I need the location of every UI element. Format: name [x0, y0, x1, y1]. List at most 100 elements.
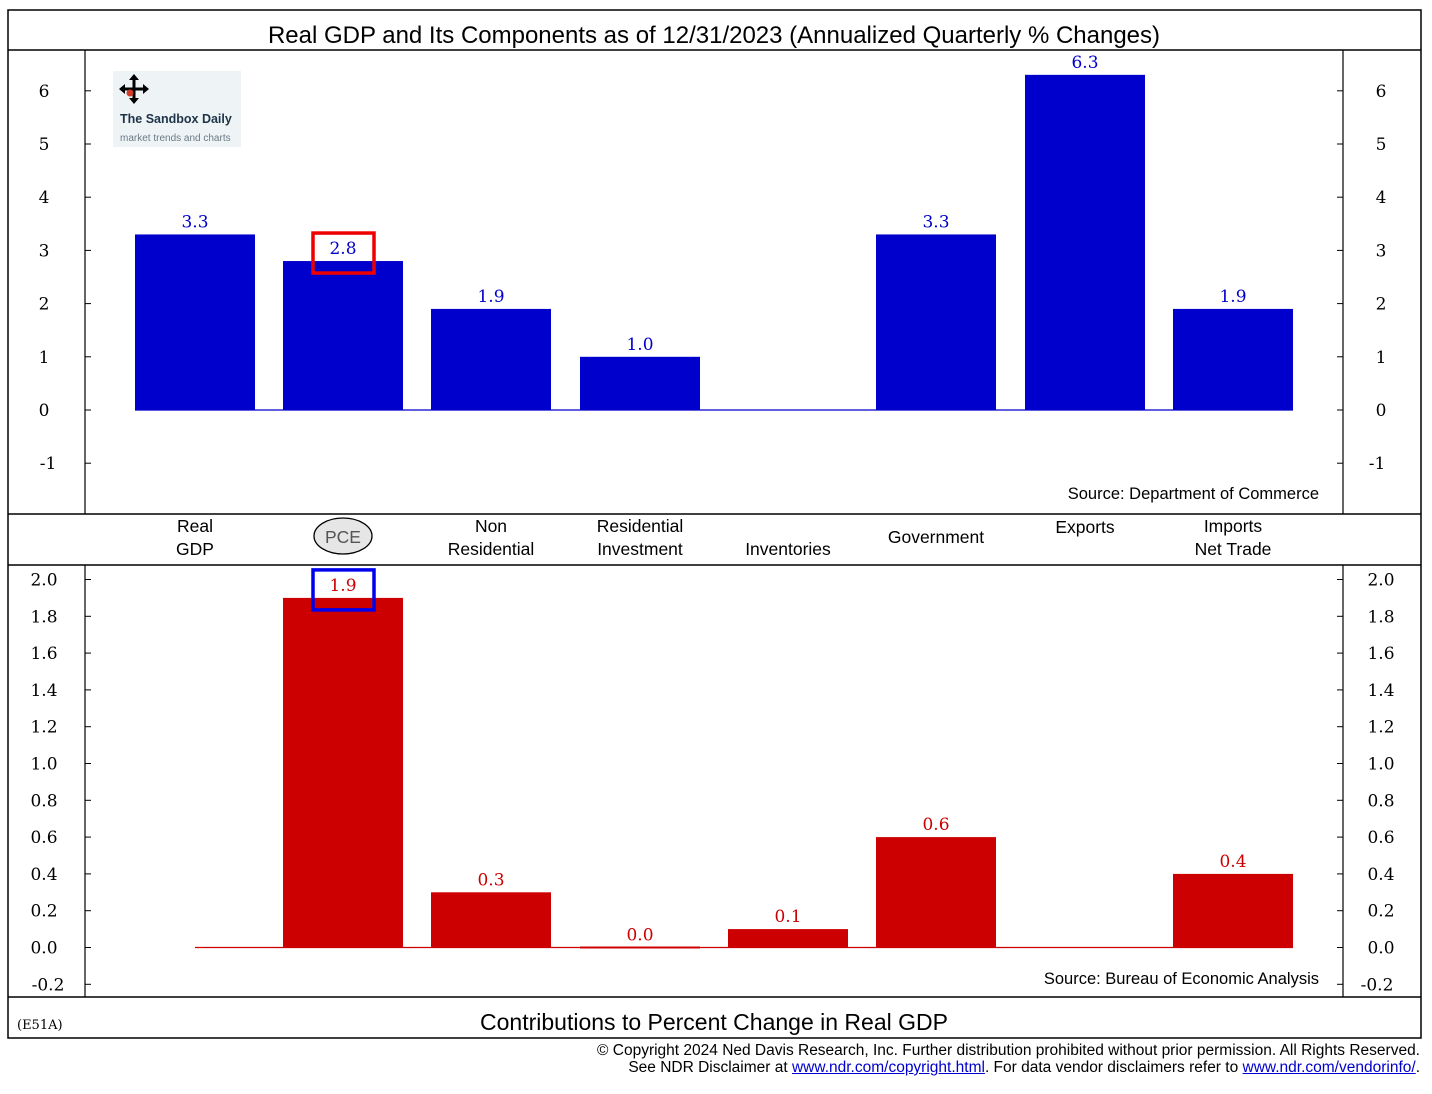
top-bar: [1025, 74, 1145, 410]
copyright-link[interactable]: www.ndr.com/copyright.html: [791, 1059, 985, 1076]
category-label-line2: Residential: [448, 539, 535, 559]
sandbox-daily-logo: The Sandbox Daily market trends and char…: [113, 71, 241, 147]
bottom-left-tick-label: 1.8: [30, 607, 57, 627]
bottom-right-tick-label: 0.4: [1367, 865, 1394, 885]
top-bars: 3.3 2.8 1.9 1.0 3.3 6.3 1.9: [135, 53, 1293, 411]
top-bar: [283, 261, 403, 410]
top-bar: [135, 234, 255, 410]
bottom-bar: [283, 597, 403, 948]
top-bar-value-label: 1.9: [477, 287, 504, 307]
bottom-right-tick-label: 0.2: [1367, 902, 1394, 922]
bottom-right-tick-label: 1.2: [1367, 718, 1394, 738]
top-right-tick-label: 0: [1376, 401, 1387, 421]
bottom-bar-value-label: 0.0: [626, 926, 653, 946]
top-right-tick-label: 1: [1376, 348, 1387, 368]
chart-title: Real GDP and Its Components as of 12/31/…: [268, 22, 1160, 49]
bottom-bar-value-label: 0.3: [477, 870, 504, 890]
top-right-tick-label: 2: [1376, 295, 1387, 315]
category-label-line1: Imports: [1204, 516, 1263, 536]
bottom-bar-value-label: 0.4: [1219, 852, 1246, 872]
bottom-bar: [1173, 873, 1293, 948]
top-bar: [431, 308, 551, 410]
top-highlight-box: [311, 231, 376, 275]
top-left-tick-label: -1: [40, 454, 57, 474]
bottom-title: Contributions to Percent Change in Real …: [480, 1009, 948, 1035]
category-label-line2: Net Trade: [1195, 539, 1272, 559]
chart-code: (E51A): [17, 1018, 63, 1033]
pce-highlight-ellipse: [313, 517, 373, 555]
bottom-right-tick-label: -0.2: [1361, 975, 1394, 995]
bottom-bar-value-label: 1.9: [329, 576, 356, 596]
bottom-bar: [431, 892, 551, 948]
top-bar-value-label: 2.8: [329, 239, 356, 259]
top-left-tick-label: 5: [39, 135, 50, 155]
bottom-source-note: Source: Bureau of Economic Analysis: [1044, 970, 1319, 988]
bottom-right-tick-label: 1.4: [1367, 681, 1394, 701]
bottom-right-tick-label: 1.8: [1367, 607, 1394, 627]
category-label-line1: Non: [475, 516, 507, 536]
category-label: Exports: [1055, 517, 1115, 537]
top-y-axis-ticks: 6 6 5 5 4 4 3 3 2 2 1 1 0 0 -1 -1: [39, 82, 1387, 474]
bottom-left-tick-label: 1.6: [30, 644, 57, 664]
top-bar-value-label: 3.3: [922, 212, 949, 232]
copyright-line: © Copyright 2024 Ned Davis Research, Inc…: [597, 1042, 1420, 1059]
top-right-tick-label: 6: [1376, 82, 1387, 102]
top-left-tick-label: 4: [39, 188, 50, 208]
top-bar-value-label: 1.0: [626, 335, 653, 355]
top-bar-value-label: 6.3: [1071, 53, 1098, 73]
top-bar-value-label: 1.9: [1219, 287, 1246, 307]
category-labels: Real GDP PCE Non Residential Residential Inves…: [176, 516, 1271, 559]
top-left-tick-label: 1: [39, 348, 50, 368]
bottom-left-tick-label: 0.4: [30, 865, 57, 885]
top-right-tick-label: 4: [1376, 188, 1387, 208]
top-right-tick-label: 5: [1376, 135, 1387, 155]
bottom-right-tick-label: 2.0: [1367, 571, 1394, 591]
bottom-bar: [580, 946, 700, 949]
bottom-bars: 1.9 0.3 0.0 0.1 0.6 0.4: [195, 568, 1293, 949]
bottom-left-tick-label: 1.0: [30, 755, 57, 775]
top-left-tick-label: 2: [39, 295, 50, 315]
category-label-line1: Residential: [597, 516, 684, 536]
category-label-line2: Investment: [597, 539, 683, 559]
category-label-line1: Real: [177, 516, 213, 536]
bottom-left-tick-label: 0.8: [30, 791, 57, 811]
top-right-tick-label: -1: [1369, 454, 1386, 474]
top-left-tick-label: 0: [39, 401, 50, 421]
bottom-bar: [728, 929, 848, 948]
bottom-bar: [876, 837, 996, 948]
bottom-right-tick-label: 1.6: [1367, 644, 1394, 664]
logo-tagline: market trends and charts: [120, 133, 231, 144]
move-arrows-icon: [119, 74, 149, 104]
bottom-left-tick-label: 0.2: [30, 902, 57, 922]
bottom-left-tick-label: 0.0: [30, 939, 57, 959]
bottom-right-tick-label: 1.0: [1367, 755, 1394, 775]
logo-name: The Sandbox Daily: [120, 112, 232, 126]
category-label-line2: GDP: [176, 539, 214, 559]
top-left-tick-label: 3: [39, 241, 50, 261]
bottom-left-tick-label: 1.2: [30, 718, 57, 738]
top-bar: [1173, 308, 1293, 410]
top-bar-value-label: 3.3: [181, 212, 208, 232]
vendorinfo-link[interactable]: www.ndr.com/vendorinfo/: [1242, 1059, 1416, 1076]
bottom-left-tick-label: -0.2: [32, 975, 65, 995]
category-label: Government: [888, 527, 984, 547]
bottom-bar-value-label: 0.6: [922, 815, 949, 835]
bottom-left-tick-label: 0.6: [30, 828, 57, 848]
top-bar: [876, 234, 996, 410]
category-label: PCE: [325, 527, 361, 547]
bottom-y-axis-ticks: 2.0 2.0 1.8 1.8 1.6 1.6 1.4 1.4 1.2 1.2 1.0 1.0 0.8 0…: [30, 571, 1394, 996]
bottom-highlight-box: [311, 568, 376, 612]
bottom-right-tick-label: 0.8: [1367, 791, 1394, 811]
bottom-left-tick-label: 2.0: [30, 571, 57, 591]
bottom-right-tick-label: 0.0: [1367, 939, 1394, 959]
bottom-bar-value-label: 0.1: [774, 907, 801, 927]
chart-frame: [7, 9, 1422, 1039]
top-right-tick-label: 3: [1376, 241, 1387, 261]
disclaimer-line: See NDR Disclaimer at www.ndr.com/copyri…: [628, 1059, 1420, 1076]
category-label: Inventories: [745, 539, 831, 559]
copyright-footer: © Copyright 2024 Ned Davis Research, Inc…: [420, 1042, 1420, 1076]
top-bar: [580, 356, 700, 410]
bottom-right-tick-label: 0.6: [1367, 828, 1394, 848]
bottom-left-tick-label: 1.4: [30, 681, 57, 701]
